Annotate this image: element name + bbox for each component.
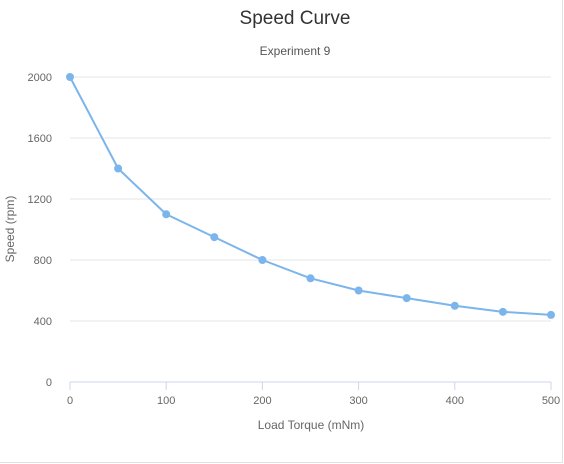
x-tick-label-200: 200 xyxy=(253,395,271,407)
y-tick-label-2000: 2000 xyxy=(28,72,52,84)
x-axis-label: Load Torque (mNm) xyxy=(258,418,365,432)
x-tick-label-0: 0 xyxy=(67,395,73,407)
grid-lines xyxy=(70,76,551,322)
y-tick-label-0: 0 xyxy=(46,377,52,389)
chart-subtitle: Experiment 9 xyxy=(260,44,331,58)
y-tick-label-400: 400 xyxy=(34,316,52,328)
y-axis-ticks: 0 400 800 1200 1600 2000 xyxy=(28,72,52,389)
y-tick-label-1600: 1600 xyxy=(28,133,52,145)
data-point-350[interactable] xyxy=(402,294,411,303)
y-tick-label-800: 800 xyxy=(34,255,52,267)
chart-title: Speed Curve xyxy=(240,8,351,29)
data-point-0[interactable] xyxy=(66,73,74,81)
data-point-300[interactable] xyxy=(354,286,363,295)
x-tick-label-100: 100 xyxy=(157,395,175,407)
data-point-100[interactable] xyxy=(162,210,171,219)
x-tick-label-300: 300 xyxy=(349,395,367,407)
x-axis-ticks: 0 100 200 300 400 500 xyxy=(67,382,560,407)
x-tick-label-500: 500 xyxy=(542,395,560,407)
data-point-50[interactable] xyxy=(114,164,123,173)
data-point-150[interactable] xyxy=(210,233,219,242)
data-point-500[interactable] xyxy=(547,310,555,319)
y-axis-label: Speed (rpm) xyxy=(3,196,17,263)
series-group xyxy=(66,73,555,319)
data-point-200[interactable] xyxy=(258,256,267,264)
x-tick-label-400: 400 xyxy=(446,395,464,407)
y-tick-label-1200: 1200 xyxy=(28,194,52,206)
data-point-450[interactable] xyxy=(498,307,507,316)
data-point-400[interactable] xyxy=(450,301,459,310)
data-point-250[interactable] xyxy=(306,274,315,283)
